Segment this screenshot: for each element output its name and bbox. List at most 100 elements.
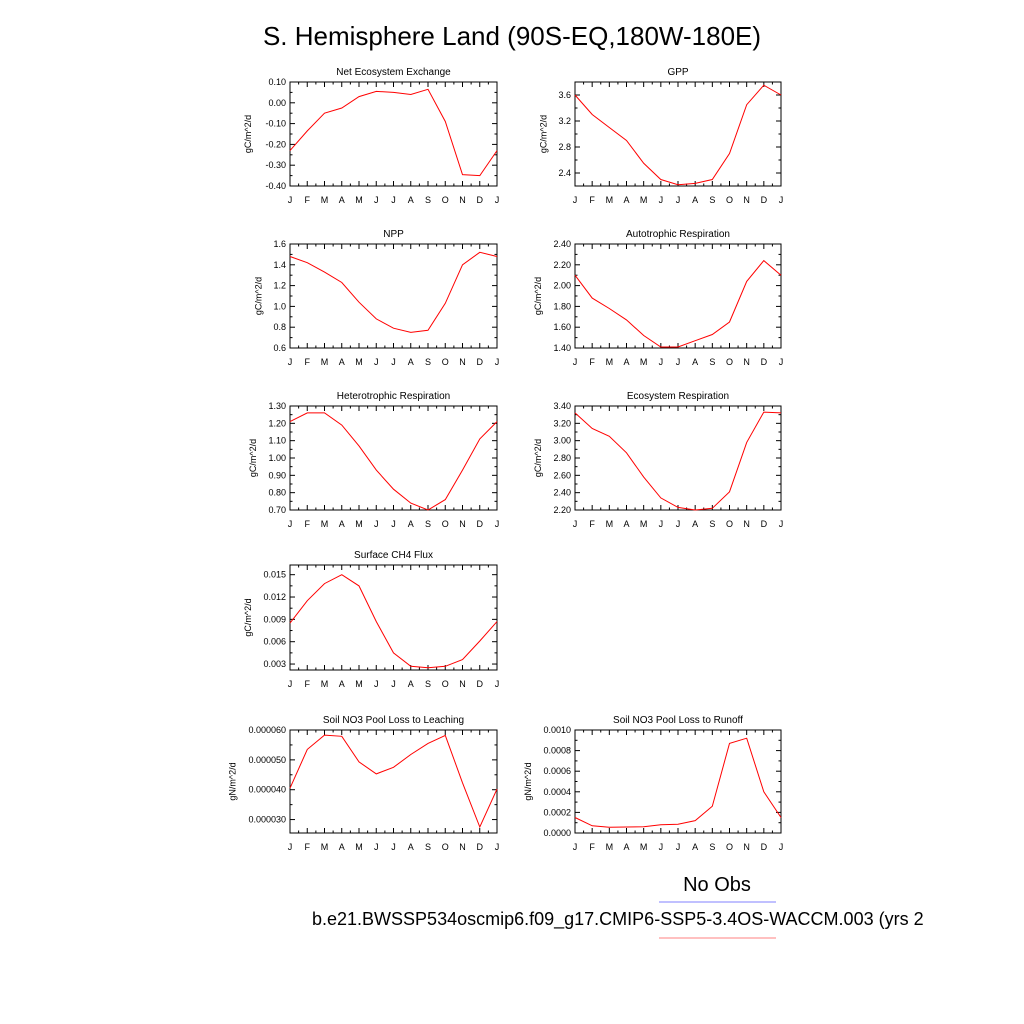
series-line: [289, 734, 498, 829]
x-tick-label: J: [676, 357, 681, 367]
x-tick-label: J: [495, 357, 500, 367]
x-tick-label: N: [743, 195, 750, 205]
x-tick-label: J: [391, 195, 396, 205]
x-tick-label: O: [726, 195, 733, 205]
y-tick-label: 0.000030: [248, 815, 286, 825]
x-tick-label: O: [442, 195, 449, 205]
panel-title: GPP: [667, 67, 688, 78]
y-axis-label: gC/m^2/d: [243, 598, 253, 636]
y-tick-label: 2.40: [553, 239, 571, 249]
y-tick-label: 1.80: [553, 301, 571, 311]
plot-frame: [289, 243, 498, 349]
x-tick-label: A: [408, 357, 414, 367]
x-tick-label: M: [321, 195, 329, 205]
x-tick-label: J: [374, 842, 379, 852]
y-axis-label: gC/m^2/d: [538, 115, 548, 153]
series-line: [289, 88, 498, 177]
x-tick-label: O: [442, 679, 449, 689]
x-tick-label: S: [709, 195, 715, 205]
x-tick-label: F: [589, 519, 595, 529]
y-tick-label: 0.000050: [248, 755, 286, 765]
y-tick-label: -0.30: [265, 160, 286, 170]
plot-frame: [289, 405, 498, 511]
series-line: [289, 412, 498, 511]
x-tick-label: D: [477, 519, 484, 529]
y-tick-label: 1.40: [553, 343, 571, 353]
x-tick-label: J: [288, 679, 293, 689]
x-tick-label: A: [623, 195, 629, 205]
x-tick-label: N: [459, 842, 466, 852]
x-tick-label: M: [640, 195, 648, 205]
series-line: [289, 574, 498, 669]
x-tick-label: J: [659, 195, 664, 205]
x-tick-label: J: [374, 519, 379, 529]
x-tick-label: M: [321, 842, 329, 852]
x-tick-label: M: [606, 842, 614, 852]
y-tick-label: 0.003: [263, 659, 286, 669]
x-tick-label: O: [726, 519, 733, 529]
y-tick-label: 1.4: [273, 260, 286, 270]
y-tick-label: 0.009: [263, 614, 286, 624]
panel-title: Ecosystem Respiration: [627, 391, 729, 402]
x-tick-label: N: [743, 357, 750, 367]
x-tick-label: F: [305, 519, 311, 529]
x-tick-label: J: [374, 357, 379, 367]
y-tick-label: 0.006: [263, 637, 286, 647]
x-tick-label: J: [374, 195, 379, 205]
y-tick-label: 0.0008: [543, 746, 571, 756]
y-tick-label: -0.20: [265, 139, 286, 149]
x-tick-label: J: [495, 679, 500, 689]
y-tick-label: 0.00: [268, 98, 286, 108]
y-tick-label: 1.00: [268, 453, 286, 463]
x-tick-label: F: [305, 357, 311, 367]
y-tick-label: 2.00: [553, 281, 571, 291]
x-tick-label: J: [288, 842, 293, 852]
case-legend-label: b.e21.BWSSP534oscmip6.f09_g17.CMIP6-SSP5…: [312, 909, 924, 930]
x-tick-label: A: [408, 195, 414, 205]
y-tick-label: 1.6: [273, 239, 286, 249]
x-tick-label: D: [477, 842, 484, 852]
x-tick-label: F: [589, 842, 595, 852]
x-tick-label: J: [391, 357, 396, 367]
panel-title: NPP: [383, 229, 404, 240]
x-tick-label: A: [408, 519, 414, 529]
x-tick-label: O: [726, 842, 733, 852]
plot-frame: [289, 81, 498, 187]
y-tick-label: 0.0000: [543, 828, 571, 838]
plot-frame: [574, 729, 782, 834]
x-tick-label: N: [459, 357, 466, 367]
y-tick-label: 3.6: [558, 90, 571, 100]
x-tick-label: J: [659, 519, 664, 529]
panel-title: Soil NO3 Pool Loss to Leaching: [323, 715, 464, 726]
x-tick-label: A: [623, 842, 629, 852]
series-line: [289, 251, 498, 333]
y-axis-label: gC/m^2/d: [253, 277, 263, 315]
x-tick-label: M: [606, 195, 614, 205]
x-tick-label: A: [692, 842, 698, 852]
x-tick-label: D: [477, 357, 484, 367]
y-tick-label: 0.80: [268, 488, 286, 498]
y-tick-label: 1.30: [268, 401, 286, 411]
y-tick-label: 0.8: [273, 322, 286, 332]
x-tick-label: N: [459, 519, 466, 529]
y-tick-label: 2.4: [558, 168, 571, 178]
y-tick-label: 1.0: [273, 301, 286, 311]
x-tick-label: S: [425, 679, 431, 689]
y-tick-label: -0.40: [265, 181, 286, 191]
series-line: [574, 737, 782, 828]
x-tick-label: M: [606, 519, 614, 529]
x-tick-label: F: [589, 357, 595, 367]
series-line: [574, 259, 782, 348]
y-tick-label: 1.60: [553, 322, 571, 332]
x-tick-label: F: [305, 195, 311, 205]
x-tick-label: M: [355, 679, 363, 689]
y-tick-label: 2.20: [553, 260, 571, 270]
panel-title: Net Ecosystem Exchange: [336, 67, 451, 78]
y-axis-label: gC/m^2/d: [533, 277, 543, 315]
y-tick-label: 2.80: [553, 453, 571, 463]
y-tick-label: 3.20: [553, 418, 571, 428]
